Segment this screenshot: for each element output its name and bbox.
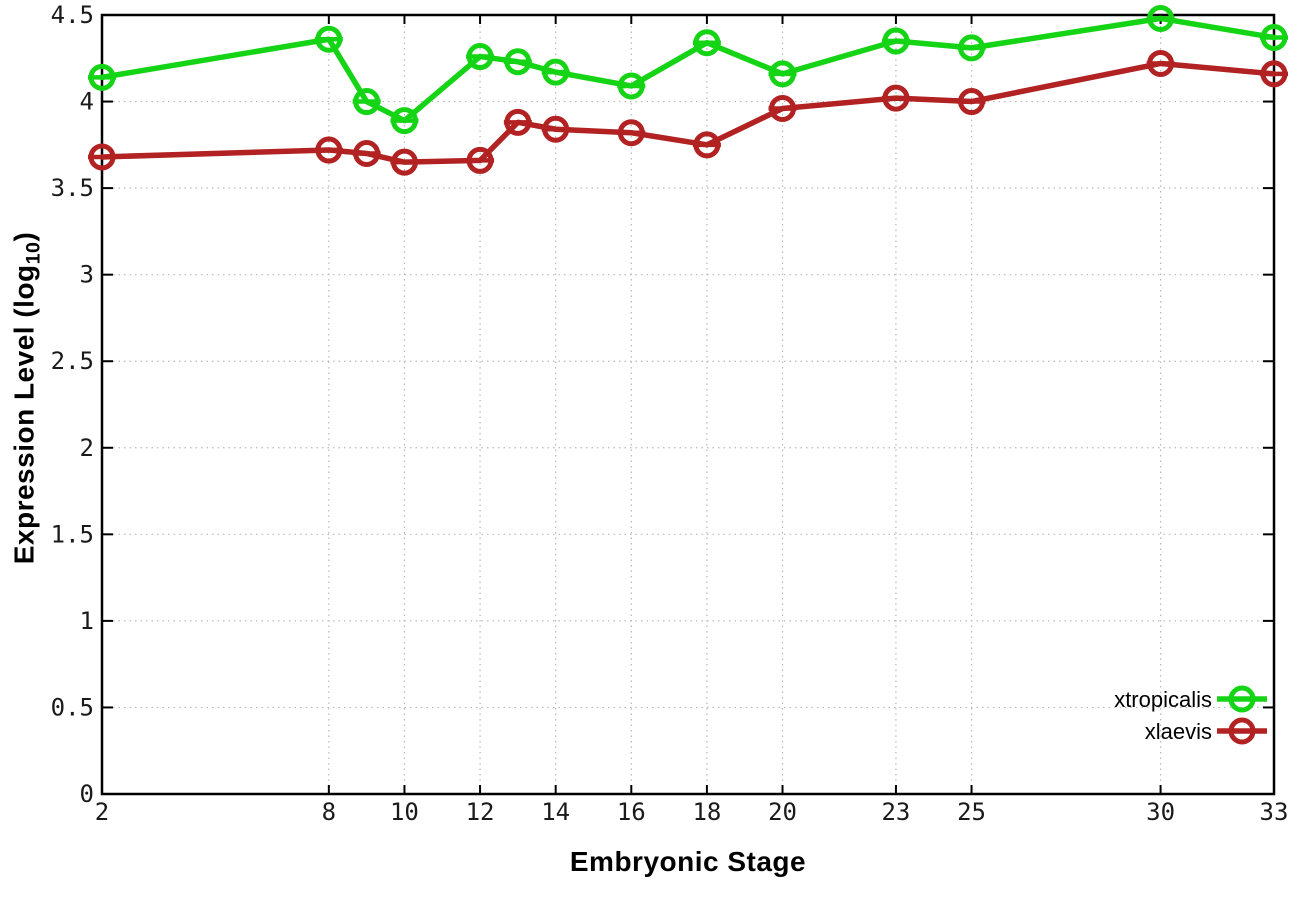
data-point (617, 119, 645, 147)
y-tick-label: 0 (80, 780, 94, 808)
y-tick-label: 4.5 (51, 1, 94, 29)
data-point (769, 60, 797, 88)
tick-marks (101, 14, 1275, 795)
plot-border (100, 13, 1276, 796)
y-tick-label: 1 (80, 607, 94, 635)
y-axis-title: Expression Level (log10) (9, 232, 46, 565)
x-tick-label: 23 (881, 798, 910, 826)
data-point (882, 84, 910, 112)
data-point (390, 148, 418, 176)
data-point (542, 58, 570, 86)
series-line (99, 15, 1277, 124)
y-axis-title-subscript: 10 (22, 241, 45, 265)
x-tick-label: 16 (617, 798, 646, 826)
data-point (353, 139, 381, 167)
data-point (88, 143, 116, 171)
data-point (504, 48, 532, 76)
y-tick-label: 4 (80, 88, 94, 116)
x-tick-label: 25 (957, 798, 986, 826)
y-tick-label: 0.5 (51, 693, 94, 721)
data-point (1260, 24, 1288, 52)
x-tick-label: 12 (466, 798, 495, 826)
data-point (1147, 4, 1175, 32)
x-tick-label: 30 (1146, 798, 1175, 826)
x-tick-label: 10 (390, 798, 419, 826)
x-tick-label: 33 (1260, 798, 1289, 826)
data-point (315, 136, 343, 164)
y-tick-label: 3 (80, 261, 94, 289)
tick-labels: 2 8 10 12 14 16 18 20 23 25 30 33 0 0.5 1 1.5 2 2.5 3 3.5 4 4… (51, 1, 1289, 826)
data-point (958, 34, 986, 62)
y-tick-label: 3.5 (51, 174, 94, 202)
data-point (882, 27, 910, 55)
y-axis-title-suffix: ) (8, 231, 40, 242)
data-point (504, 108, 532, 136)
y-tick-label: 2.5 (51, 347, 94, 375)
series-line (99, 60, 1277, 165)
data-point (353, 88, 381, 116)
legend-entry-xtropicalis: xtropicalis (1114, 685, 1267, 713)
legend-entry-xlaevis: xlaevis (1145, 717, 1267, 745)
data-point (693, 29, 721, 57)
data-point (542, 115, 570, 143)
data-point (617, 72, 645, 100)
x-tick-label: 8 (322, 798, 336, 826)
legend-label-xtropicalis: xtropicalis (1114, 687, 1212, 712)
x-tick-label: 20 (768, 798, 797, 826)
data-point (693, 131, 721, 159)
y-tick-label: 2 (80, 434, 94, 462)
legend-label-xlaevis: xlaevis (1145, 719, 1212, 744)
data-point (769, 94, 797, 122)
y-axis-title-main: Expression Level (log (8, 264, 40, 565)
legend-sample-marker (1228, 685, 1256, 713)
data-point (466, 43, 494, 71)
data-point (466, 146, 494, 174)
x-tick-label: 2 (95, 798, 109, 826)
data-point (315, 25, 343, 53)
legend: xtropicalis xlaevis (1114, 685, 1267, 745)
data-point (958, 88, 986, 116)
x-axis-title: Embryonic Stage (569, 846, 807, 877)
series-xtropicalis (88, 4, 1288, 135)
grid (102, 15, 1274, 794)
x-tick-label: 14 (541, 798, 570, 826)
y-tick-label: 1.5 (51, 520, 94, 548)
series-xlaevis (88, 49, 1288, 176)
legend-sample-marker (1228, 717, 1256, 745)
data-point (1147, 49, 1175, 77)
data-point (1260, 60, 1288, 88)
data-point (390, 107, 418, 135)
data-point (88, 63, 116, 91)
x-tick-label: 18 (692, 798, 721, 826)
